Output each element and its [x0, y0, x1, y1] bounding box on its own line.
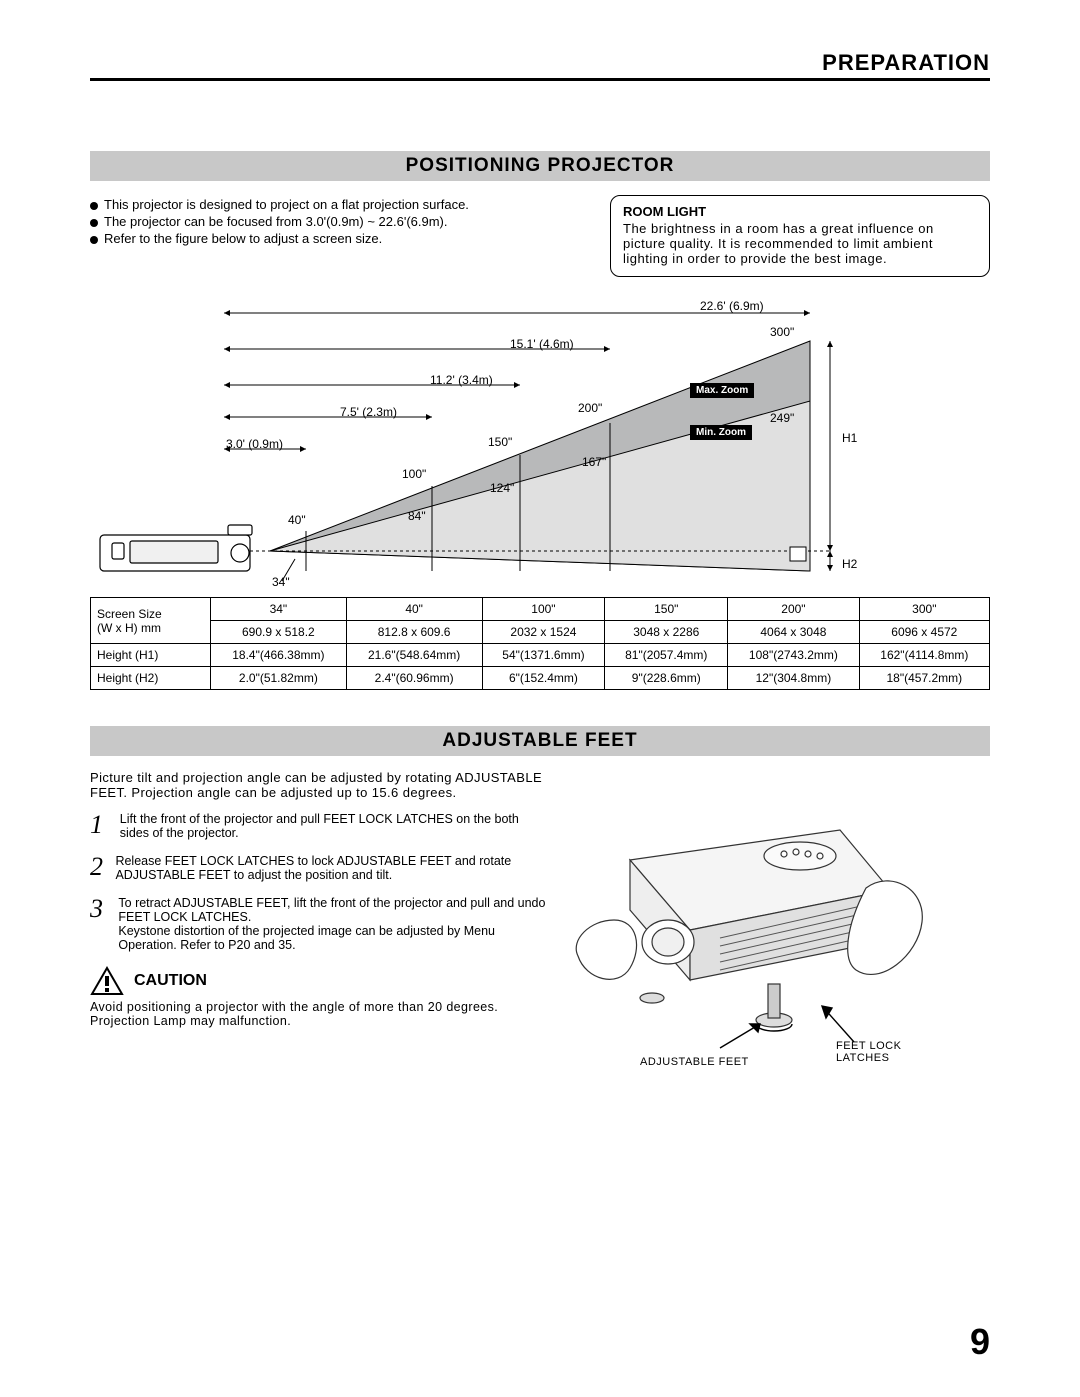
distance-label: 15.1' (4.6m)	[510, 337, 574, 351]
cell: 2032 x 1524	[482, 621, 605, 644]
distance-label: 22.6' (6.9m)	[700, 299, 764, 313]
page-title: PREPARATION	[90, 50, 990, 81]
cell: 3048 x 2286	[605, 621, 728, 644]
cell: 81"(2057.4mm)	[605, 644, 728, 667]
cell: 6"(152.4mm)	[482, 667, 605, 690]
cell: (W x H) mm	[97, 621, 161, 635]
adjustable-feet-label: ADJUSTABLE FEET	[640, 1056, 749, 1068]
bullet-text: The projector can be focused from 3.0'(0…	[104, 214, 447, 229]
distance-label: 3.0' (0.9m)	[226, 437, 283, 451]
page-number: 9	[970, 1321, 990, 1363]
positioning-bullets: This projector is designed to project on…	[90, 195, 594, 277]
room-light-text: The brightness in a room has a great inf…	[623, 221, 977, 266]
screen-size-label: 150"	[488, 435, 512, 449]
inner-size-label: 167"	[582, 455, 606, 469]
cell: 200"	[728, 598, 859, 621]
inner-size-label: 249"	[770, 411, 794, 425]
cell: 4064 x 3048	[728, 621, 859, 644]
cell: 18"(457.2mm)	[859, 667, 989, 690]
table-row: 690.9 x 518.2 812.8 x 609.6 2032 x 1524 …	[91, 621, 990, 644]
cell: 18.4"(466.38mm)	[211, 644, 347, 667]
step-row: 3 To retract ADJUSTABLE FEET, lift the f…	[90, 896, 550, 952]
cell: Height (H2)	[91, 667, 211, 690]
section-adjustable-heading: ADJUSTABLE FEET	[90, 726, 990, 756]
cell: Screen Size	[97, 607, 162, 621]
cell: 108"(2743.2mm)	[728, 644, 859, 667]
table-row: Height (H1) 18.4"(466.38mm) 21.6"(548.64…	[91, 644, 990, 667]
cell: 6096 x 4572	[859, 621, 989, 644]
caution-row: CAUTION	[90, 966, 550, 996]
step-text: Release FEET LOCK LATCHES to lock ADJUST…	[115, 854, 550, 882]
step-text: Lift the front of the projector and pull…	[120, 812, 550, 840]
screen-size-label: 100"	[402, 467, 426, 481]
room-light-title: ROOM LIGHT	[623, 204, 977, 219]
screen-size-table: Screen Size (W x H) mm 34" 40" 100" 150"…	[90, 597, 990, 690]
inner-size-label: 84"	[408, 509, 426, 523]
inner-size-label: 34"	[272, 575, 290, 589]
room-light-box: ROOM LIGHT The brightness in a room has …	[610, 195, 990, 277]
caution-icon	[90, 966, 124, 996]
cell: 150"	[605, 598, 728, 621]
cell: 300"	[859, 598, 989, 621]
cell: 812.8 x 609.6	[346, 621, 482, 644]
table-row: Screen Size (W x H) mm 34" 40" 100" 150"…	[91, 598, 990, 621]
inner-size-label: 124"	[490, 481, 514, 495]
cell: 12"(304.8mm)	[728, 667, 859, 690]
cell: 162"(4114.8mm)	[859, 644, 989, 667]
step-number: 2	[90, 854, 105, 882]
screen-size-label: 300"	[770, 325, 794, 339]
step-text: To retract ADJUSTABLE FEET, lift the fro…	[118, 896, 550, 952]
cell: 690.9 x 518.2	[211, 621, 347, 644]
cell: 2.0"(51.82mm)	[211, 667, 347, 690]
adjustable-feet-intro: Picture tilt and projection angle can be…	[90, 770, 550, 800]
cell: 40"	[346, 598, 482, 621]
distance-label: 11.2' (3.4m)	[430, 373, 493, 387]
cell: 54"(1371.6mm)	[482, 644, 605, 667]
feet-lock-latches-label: FEET LOCK LATCHES	[836, 1040, 916, 1064]
screen-size-label: 40"	[288, 513, 306, 527]
projection-diagram: 22.6' (6.9m) 15.1' (4.6m) 11.2' (3.4m) 7…	[90, 291, 990, 591]
table-row: Height (H2) 2.0"(51.82mm) 2.4"(60.96mm) …	[91, 667, 990, 690]
bullet-text: This projector is designed to project on…	[104, 197, 469, 212]
cell: 21.6"(548.64mm)	[346, 644, 482, 667]
distance-label: 7.5' (2.3m)	[340, 405, 397, 419]
step-row: 1 Lift the front of the projector and pu…	[90, 812, 550, 840]
cell: 100"	[482, 598, 605, 621]
h1-label: H1	[842, 431, 857, 445]
cell: 2.4"(60.96mm)	[346, 667, 482, 690]
max-zoom-label: Max. Zoom	[690, 383, 754, 398]
h2-label: H2	[842, 557, 857, 571]
min-zoom-label: Min. Zoom	[690, 425, 752, 440]
screen-size-label: 200"	[578, 401, 602, 415]
caution-text: Avoid positioning a projector with the a…	[90, 1000, 550, 1028]
cell: 34"	[211, 598, 347, 621]
cell: 9"(228.6mm)	[605, 667, 728, 690]
section-positioning-heading: POSITIONING PROJECTOR	[90, 151, 990, 181]
adjustable-feet-illustration: ADJUSTABLE FEET FEET LOCK LATCHES	[570, 770, 990, 1073]
caution-title: CAUTION	[134, 972, 207, 990]
cell: Height (H1)	[91, 644, 211, 667]
step-row: 2 Release FEET LOCK LATCHES to lock ADJU…	[90, 854, 550, 882]
step-number: 3	[90, 896, 108, 952]
step-number: 1	[90, 812, 110, 840]
bullet-text: Refer to the figure below to adjust a sc…	[104, 231, 382, 246]
